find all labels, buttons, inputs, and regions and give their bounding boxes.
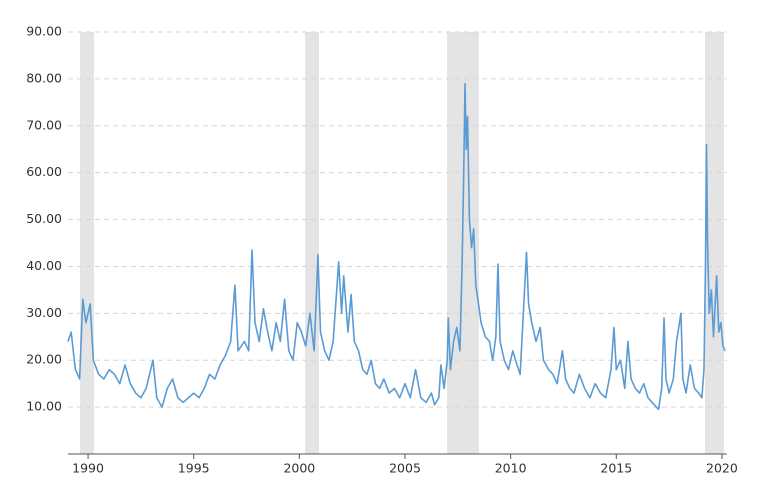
y-tick-label: 60.00 [26, 164, 62, 179]
y-tick-label: 80.00 [26, 70, 62, 85]
shaded-period [705, 32, 725, 454]
x-tick-label: 2005 [389, 461, 421, 476]
x-tick-label: 1990 [72, 461, 104, 476]
x-tick-label: 2020 [706, 461, 738, 476]
y-tick-label: 10.00 [26, 399, 62, 414]
shaded-period [80, 32, 94, 454]
shaded-period [305, 32, 320, 454]
y-tick-label: 30.00 [26, 305, 62, 320]
y-tick-label: 50.00 [26, 211, 62, 226]
y-tick-label: 40.00 [26, 258, 62, 273]
x-tick-label: 2000 [283, 461, 315, 476]
y-tick-label: 90.00 [26, 24, 62, 39]
x-tick-label: 2010 [495, 461, 527, 476]
x-tick-label: 2015 [600, 461, 632, 476]
data-line [67, 82, 726, 411]
y-tick-label: 70.00 [26, 117, 62, 132]
y-tick-label: 20.00 [26, 352, 62, 367]
x-tick-label: 1995 [178, 461, 210, 476]
